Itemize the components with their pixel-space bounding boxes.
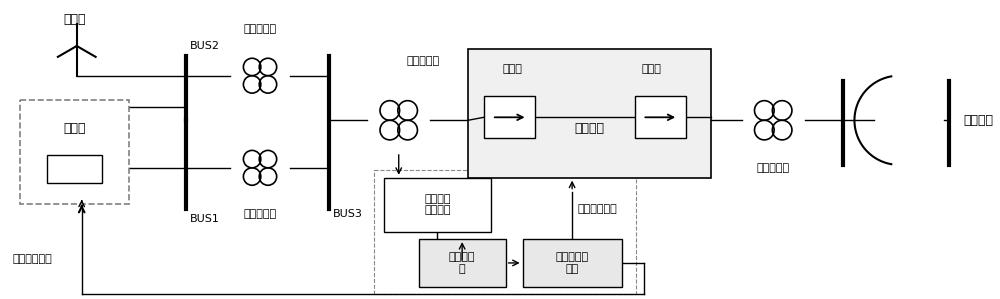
Text: 升压变压器: 升压变压器 bbox=[243, 209, 277, 219]
Text: BUS1: BUS1 bbox=[190, 214, 220, 224]
Text: 风电场: 风电场 bbox=[64, 13, 86, 26]
Bar bbox=[20, 100, 129, 205]
Text: BUS3: BUS3 bbox=[333, 209, 363, 219]
Text: BUS2: BUS2 bbox=[190, 41, 220, 51]
Bar bbox=[384, 178, 491, 232]
Text: 升压变压器: 升压变压器 bbox=[243, 24, 277, 34]
Bar bbox=[419, 239, 506, 287]
Text: 紧急频率控
制器: 紧急频率控 制器 bbox=[556, 252, 589, 274]
Bar bbox=[468, 49, 711, 178]
Text: 直流系统: 直流系统 bbox=[574, 122, 604, 135]
Text: 故障检测
器: 故障检测 器 bbox=[449, 252, 475, 274]
Text: 升压变压器: 升压变压器 bbox=[407, 56, 440, 66]
Bar bbox=[374, 170, 636, 294]
Text: 整流侧: 整流侧 bbox=[503, 64, 523, 74]
Bar bbox=[47, 155, 102, 183]
Text: 火电厂: 火电厂 bbox=[64, 122, 86, 135]
Text: 交流系统: 交流系统 bbox=[963, 114, 993, 127]
Text: 直流控制信号: 直流控制信号 bbox=[577, 205, 617, 214]
Text: 逆变侧: 逆变侧 bbox=[641, 64, 661, 74]
Bar bbox=[484, 97, 535, 138]
Bar bbox=[523, 239, 622, 287]
Text: 频率信号
采集单元: 频率信号 采集单元 bbox=[424, 194, 451, 215]
Text: 降压变压器: 降压变压器 bbox=[757, 163, 790, 173]
Bar bbox=[635, 97, 686, 138]
Text: 火电控制信号: 火电控制信号 bbox=[12, 254, 52, 264]
